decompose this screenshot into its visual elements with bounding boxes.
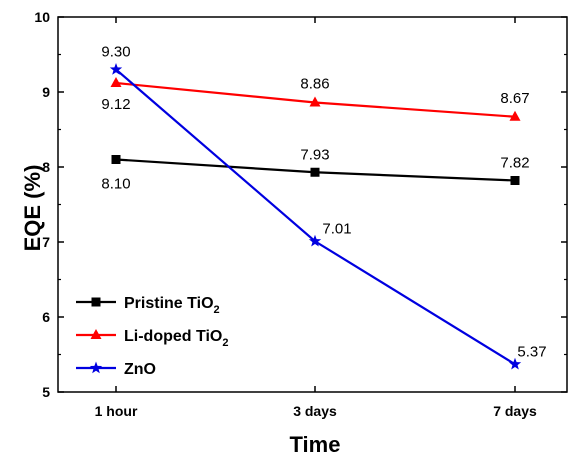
y-tick-label: 6 [42,309,50,325]
data-point-li-doped-tio2 [509,110,521,121]
data-label-pristine-tio2: 7.82 [500,155,529,172]
y-tick-label: 8 [42,159,50,175]
y-tick-label: 10 [34,9,50,25]
data-point-li-doped-tio2 [309,96,321,107]
plot-area: 5 6 7 8 9 10 1 hour 3 days 7 days 8.10 7.93 7.82 9.1… [34,9,568,419]
legend-marker-pristine-tio2 [91,297,101,307]
x-tick-label: 7 days [493,403,537,419]
data-point-pristine-tio2 [510,176,520,185]
data-label-zno: 7.01 [322,220,351,237]
data-label-zno: 5.37 [517,343,546,360]
data-label-li-doped-tio2: 8.86 [300,76,329,93]
x-tick-label: 1 hour [95,403,138,419]
y-tick-label: 9 [42,84,50,100]
data-point-zno [109,63,123,75]
x-tick-label: 3 days [293,403,337,419]
data-label-pristine-tio2: 8.10 [101,176,130,193]
legend-label-li-doped-tio2: Li-doped TiO2 [124,328,228,349]
legend-marker-zno [89,361,103,374]
x-axis-title: Time [290,432,341,457]
legend-label-zno: ZnO [124,361,156,378]
data-label-li-doped-tio2: 8.67 [500,90,529,107]
y-tick-label: 7 [42,234,50,250]
data-point-pristine-tio2 [111,155,121,164]
data-label-li-doped-tio2: 9.12 [101,96,130,113]
y-tick-label: 5 [42,384,50,400]
series-line-zno [115,68,516,366]
data-label-zno: 9.30 [101,44,130,61]
legend-label-pristine-tio2: Pristine TiO2 [124,295,220,316]
data-point-pristine-tio2 [310,167,320,177]
y-axis-title: EQE (%) [20,165,45,252]
data-point-li-doped-tio2 [110,77,122,87]
legend-marker-li-doped-tio2 [90,329,102,339]
data-label-pristine-tio2: 7.93 [300,146,329,163]
data-point-zno [308,234,322,247]
data-point-zno [508,357,522,370]
